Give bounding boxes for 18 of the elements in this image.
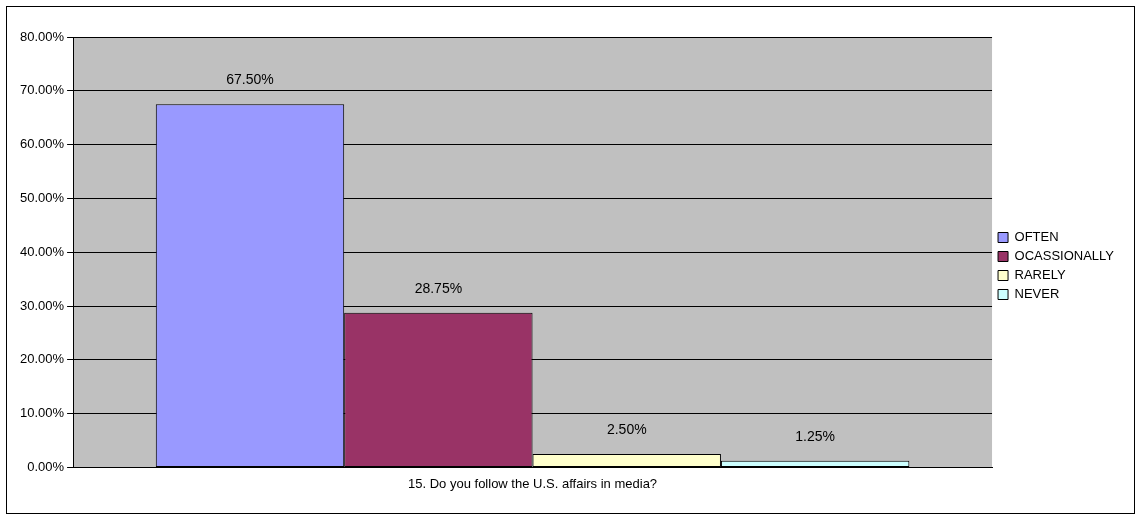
y-tick-label: 60.00%: [20, 136, 65, 152]
data-label: 1.25%: [795, 427, 835, 444]
y-tick-label: 40.00%: [20, 243, 65, 259]
data-label: 28.75%: [414, 279, 463, 296]
y-tick-label: 20.00%: [20, 351, 65, 367]
legend-label: OFTEN: [1014, 229, 1059, 245]
legend-label: NEVER: [1014, 286, 1060, 302]
y-tick-label: 50.00%: [20, 189, 65, 205]
legend-label: OCASSIONALLY: [1014, 248, 1115, 264]
data-label: 2.50%: [606, 420, 647, 437]
x-tick-label: 15. Do you follow the U.S. affairs in media?: [408, 475, 658, 491]
y-tick-label: 30.00%: [20, 297, 65, 313]
y-tick-label: 10.00%: [20, 405, 65, 421]
y-tick-label: 80.00%: [20, 28, 65, 44]
y-tick-label: 0.00%: [27, 458, 65, 474]
legend-label: RARELY: [1014, 267, 1066, 283]
y-tick-label: 70.00%: [20, 82, 65, 98]
data-label: 67.50%: [226, 71, 274, 88]
